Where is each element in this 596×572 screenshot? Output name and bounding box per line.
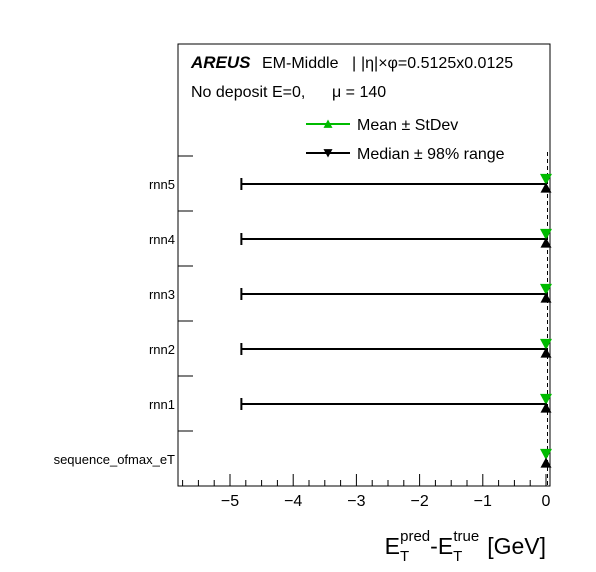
x-axis-title: ETpred-ETtrue [GeV] (385, 528, 546, 565)
plot-frame (177, 43, 551, 487)
median-marker-rnn4 (540, 237, 552, 248)
x-tick-label: −5 (221, 493, 239, 510)
mean-marker-rnn5 (540, 173, 552, 185)
separator: | (352, 55, 356, 72)
x-title-e2: E (438, 533, 453, 559)
y-axis: sequence_ofmax_eT rnn1 rnn2 rnn3 rnn4 rnn5 (54, 155, 193, 467)
data-marks (240, 173, 552, 468)
legend-marker-1 (323, 149, 333, 158)
mean-marker-rnn3 (540, 283, 552, 295)
mean-marker-rnn4 (540, 228, 552, 240)
mean-marker-sequence_ofmax_eT (540, 448, 552, 460)
experiment-label: AREUS (190, 53, 251, 72)
x-tick-label: −4 (284, 493, 302, 510)
mean-marker-rnn2 (540, 338, 552, 350)
median-marker-rnn2 (540, 347, 552, 358)
median-marker-rnn5 (540, 182, 552, 193)
y-tick-label-rnn3: rnn3 (149, 287, 175, 302)
median-marker-rnn3 (540, 292, 552, 303)
region-label: EM-Middle (262, 55, 339, 72)
x-title-dash: - (430, 533, 438, 559)
x-title-sup1: pred (400, 528, 430, 545)
legend-label-0: Mean ± StDev (357, 117, 458, 134)
y-tick-label-rnn1: rnn1 (149, 397, 175, 412)
pileup-label: μ = 140 (332, 84, 386, 101)
x-tick-label: 0 (542, 493, 551, 510)
x-title-sub2: T (453, 548, 462, 565)
x-title-unit: [GeV] (487, 533, 546, 559)
median-marker-rnn1 (540, 402, 552, 413)
x-tick-label: −2 (410, 493, 428, 510)
legend: Mean ± StDev Median ± 98% range (306, 117, 505, 163)
x-title-sup2: true (453, 528, 479, 545)
mean-marker-rnn1 (540, 393, 552, 405)
x-axis: −5 −4 −3 −2 −1 0 (182, 474, 551, 510)
x-title-e1: E (385, 533, 400, 559)
x-tick-label: −1 (474, 493, 492, 510)
x-axis-title-text: ETpred-ETtrue [GeV] (385, 528, 546, 565)
legend-marker-0 (323, 119, 333, 128)
y-tick-label-rnn4: rnn4 (149, 232, 175, 247)
x-tick-label: −3 (347, 493, 365, 510)
median-marker-sequence_ofmax_eT (540, 457, 552, 468)
y-tick-label-rnn2: rnn2 (149, 342, 175, 357)
y-tick-label-sequence_ofmax_eT: sequence_ofmax_eT (54, 452, 175, 467)
header: AREUS EM-Middle | |η|×φ=0.5125x0.0125 No… (190, 53, 513, 101)
binning-label: |η|×φ=0.5125x0.0125 (361, 55, 513, 72)
condition-label: No deposit E=0, (191, 84, 305, 101)
x-title-sub1: T (400, 548, 409, 565)
y-tick-label-rnn5: rnn5 (149, 177, 175, 192)
legend-label-1: Median ± 98% range (357, 146, 505, 163)
